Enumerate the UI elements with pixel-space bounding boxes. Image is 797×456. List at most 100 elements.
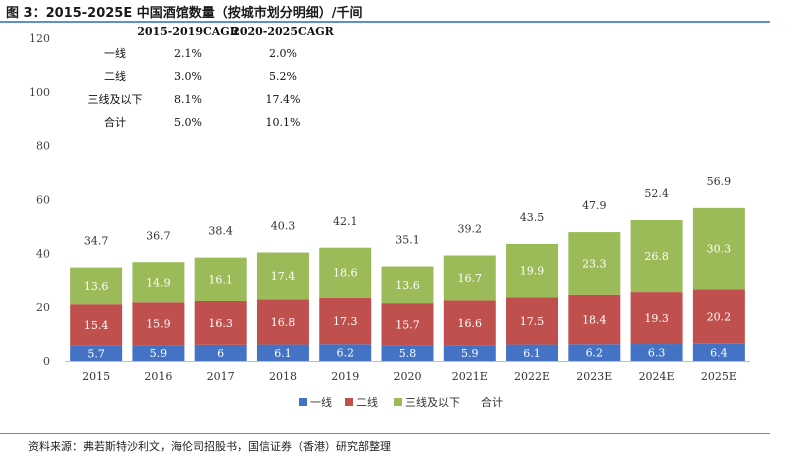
- cagr-header: 2020-2025CAGR: [232, 25, 334, 38]
- data-label: 30.3: [707, 243, 732, 256]
- total-label: 35.1: [395, 234, 420, 247]
- chart-title: 图 3：2015-2025E 中国酒馆数量（按城市划分明细）/千间: [6, 6, 363, 21]
- y-tick-label: 0: [43, 355, 50, 368]
- bar-segment: [630, 292, 683, 345]
- y-tick-label: 40: [36, 247, 50, 260]
- bar-segment: [506, 297, 559, 345]
- cagr-row-label: 三线及以下: [88, 92, 143, 106]
- data-label: 6.3: [648, 347, 666, 360]
- top-rule: [0, 21, 770, 23]
- data-label: 6.2: [336, 347, 354, 360]
- y-axis: 0 20 40 60 80 100 120: [29, 32, 50, 368]
- legend-swatch: [345, 398, 353, 406]
- legend-swatch: [299, 398, 307, 406]
- data-label: 5.7: [87, 347, 105, 360]
- bar-segment: [319, 297, 372, 345]
- legend-label: 合计: [481, 395, 503, 409]
- bar-segment: [194, 257, 247, 301]
- cagr-value: 5.2%: [269, 70, 297, 83]
- bar-segment: [132, 345, 185, 361]
- data-label: 14.9: [146, 276, 171, 289]
- total-label: 43.5: [520, 211, 545, 224]
- data-label: 15.9: [146, 318, 171, 331]
- cagr-value: 2.0%: [269, 47, 297, 60]
- cagr-row-label: 一线: [104, 46, 126, 60]
- bar-segment: [132, 262, 185, 303]
- data-label: 26.8: [644, 250, 669, 263]
- bar-segment: [194, 344, 247, 361]
- y-tick-label: 20: [36, 301, 50, 314]
- bar-segment: [630, 344, 683, 361]
- cagr-value: 3.0%: [174, 70, 202, 83]
- bar-segment: [319, 344, 372, 361]
- bar-segment: [568, 232, 621, 295]
- bar-segment: [194, 300, 247, 345]
- cagr-value: 10.1%: [266, 116, 301, 129]
- data-label: 18.4: [582, 314, 607, 327]
- bars: 5.7 15.4 13.6 34.7 5.9 15.9 14.9 36.7 6 16.3 16.1 3…: [70, 175, 745, 361]
- data-label: 15.7: [395, 318, 420, 331]
- total-label: 39.2: [458, 223, 483, 236]
- data-label: 16.3: [208, 317, 233, 330]
- x-tick-label: 2019: [331, 370, 359, 383]
- x-tick-label: 2020: [394, 370, 422, 383]
- legend-label: 三线及以下: [405, 395, 460, 409]
- bar-segment: [256, 344, 309, 361]
- total-label: 42.1: [333, 215, 358, 228]
- bar-segment: [443, 255, 496, 301]
- y-tick-label: 120: [29, 32, 50, 45]
- y-tick-label: 80: [36, 140, 50, 153]
- total-label: 40.3: [271, 220, 296, 233]
- data-label: 6.1: [274, 347, 292, 360]
- bar-segment: [692, 289, 745, 344]
- x-axis: 2015 2016 2017 2018 2019 2020 2021E 2022E 2023E 2…: [65, 361, 750, 383]
- data-label: 5.8: [399, 347, 417, 360]
- legend-swatch: [394, 398, 402, 406]
- y-tick-label: 100: [29, 86, 50, 99]
- bar-segment: [319, 247, 372, 298]
- bar-segment: [70, 304, 123, 346]
- bar-segment: [692, 207, 745, 290]
- legend: 一线 二线 三线及以下 合计: [299, 395, 503, 409]
- data-label: 17.5: [520, 315, 545, 328]
- bar-segment: [443, 345, 496, 361]
- cagr-value: 17.4%: [266, 93, 301, 106]
- x-tick-label: 2023E: [576, 370, 612, 383]
- data-label: 13.6: [84, 280, 109, 293]
- bar-segment: [443, 300, 496, 346]
- bar-segment: [692, 343, 745, 361]
- cagr-value: 8.1%: [174, 93, 202, 106]
- x-tick-label: 2015: [82, 370, 110, 383]
- bar-segment: [568, 294, 621, 345]
- x-tick-label: 2025E: [701, 370, 737, 383]
- bar-segment: [256, 252, 309, 300]
- data-label: 5.9: [461, 347, 479, 360]
- cagr-header: 2015-2019CAGR: [137, 25, 239, 38]
- x-tick-label: 2017: [207, 370, 235, 383]
- data-label: 16.7: [458, 272, 483, 285]
- data-label: 16.6: [458, 317, 483, 330]
- data-label: 20.2: [707, 311, 732, 324]
- cagr-row-label: 合计: [104, 115, 126, 129]
- cagr-value: 5.0%: [174, 116, 202, 129]
- y-tick-label: 60: [36, 194, 50, 207]
- total-label: 47.9: [582, 199, 607, 212]
- legend-label: 一线: [310, 395, 332, 409]
- data-label: 16.8: [271, 316, 296, 329]
- data-label: 5.9: [150, 347, 168, 360]
- data-label: 15.4: [84, 319, 109, 332]
- cagr-value: 2.1%: [174, 47, 202, 60]
- total-label: 56.9: [707, 175, 732, 188]
- data-label: 13.6: [395, 279, 420, 292]
- data-label: 6: [217, 347, 224, 360]
- data-label: 18.6: [333, 267, 358, 280]
- bar-segment: [70, 345, 123, 361]
- data-label: 16.1: [208, 273, 233, 286]
- x-tick-label: 2022E: [514, 370, 550, 383]
- data-label: 6.2: [586, 347, 604, 360]
- data-label: 19.9: [520, 265, 545, 278]
- bar-segment: [381, 303, 434, 346]
- cagr-row-label: 二线: [104, 69, 126, 83]
- bar-segment: [256, 299, 309, 345]
